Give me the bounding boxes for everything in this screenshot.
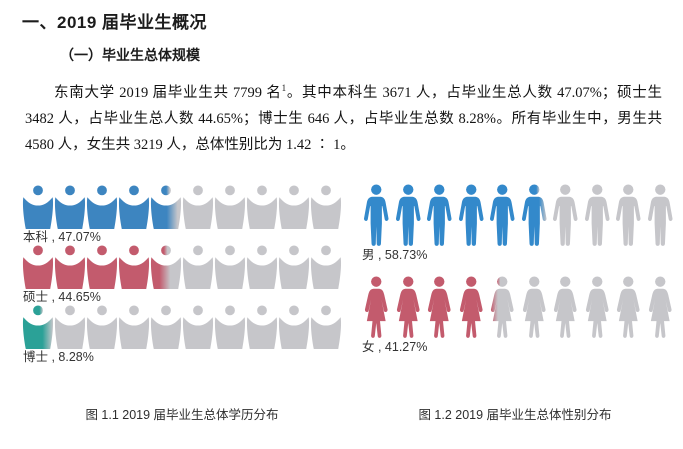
person-arms-out-icon (182, 245, 214, 289)
gender-pictograph-chart: 男 , 58.73% 女 , 41.27% 图 1.2 2019 届毕业生总体性别分… (361, 182, 675, 430)
female-person-icon (459, 276, 483, 338)
pictograph-row-硕士: 硕士 , 44.65% (22, 245, 361, 305)
person-arms-out-icon (54, 245, 86, 289)
person-arms-out-icon (246, 245, 278, 289)
person-arms-out-icon (86, 305, 118, 349)
person-arms-out-icon (310, 305, 342, 349)
row-label-女: 女 , 41.27% (362, 340, 428, 354)
icon-row (361, 184, 675, 247)
female-person-icon (585, 276, 609, 338)
male-person-icon (426, 184, 452, 246)
person-arms-out-icon (118, 185, 150, 229)
person-arms-out-icon (214, 185, 246, 229)
row-label-博士: 博士 , 8.28% (23, 350, 94, 364)
person-arms-out-icon (278, 185, 310, 229)
person-arms-out-icon (310, 245, 342, 289)
person-arms-out-icon (86, 245, 118, 289)
icon-row (22, 305, 361, 349)
row-label-硕士: 硕士 , 44.65% (23, 290, 101, 304)
male-person-icon (584, 184, 610, 246)
pictograph-row-男: 男 , 58.73% (361, 184, 675, 263)
person-arms-out-icon (246, 185, 278, 229)
person-arms-out-icon (150, 305, 182, 349)
person-arms-out-icon (86, 185, 118, 229)
icon-row (361, 276, 675, 339)
male-person-icon (521, 184, 547, 246)
person-arms-out-icon (150, 245, 182, 289)
female-person-icon (364, 276, 388, 338)
figure-1-2-caption: 图 1.2 2019 届毕业生总体性别分布 (418, 408, 612, 422)
pictograph-row-本科: 本科 , 47.07% (22, 185, 361, 245)
icon-row (22, 185, 361, 229)
female-person-icon (396, 276, 420, 338)
person-arms-out-icon (22, 185, 54, 229)
male-person-icon (552, 184, 578, 246)
row-label-本科: 本科 , 47.07% (23, 230, 101, 244)
charts-area: 本科 , 47.07% 硕士 , 44.65% 博士 , 8.28% 图 1.1 20… (22, 182, 675, 430)
male-person-icon (458, 184, 484, 246)
female-person-icon (522, 276, 546, 338)
person-arms-out-icon (54, 185, 86, 229)
person-arms-out-icon (22, 305, 54, 349)
page-title: 一、2019 届毕业生概况 (22, 13, 208, 32)
figure-1-1-caption: 图 1.1 2019 届毕业生总体学历分布 (85, 408, 279, 422)
person-arms-out-icon (22, 245, 54, 289)
pictograph-row-女: 女 , 41.27% (361, 276, 675, 355)
summary-paragraph: 东南大学 2019 届毕业生共 7799 名1。其中本科生 3671 人，占毕业… (25, 80, 662, 158)
summary-text-part1: 东南大学 2019 届毕业生共 7799 名 (54, 85, 282, 101)
male-person-icon (363, 184, 389, 246)
person-arms-out-icon (214, 245, 246, 289)
person-arms-out-icon (310, 185, 342, 229)
footnote-marker: 1 (281, 83, 287, 94)
male-person-icon (647, 184, 673, 246)
female-person-icon (616, 276, 640, 338)
female-person-icon (553, 276, 577, 338)
person-arms-out-icon (150, 185, 182, 229)
person-arms-out-icon (214, 305, 246, 349)
person-arms-out-icon (278, 305, 310, 349)
person-arms-out-icon (54, 305, 86, 349)
section-title: （一）毕业生总体规模 (60, 47, 200, 63)
female-person-icon (427, 276, 451, 338)
person-arms-out-icon (182, 305, 214, 349)
person-arms-out-icon (246, 305, 278, 349)
pictograph-row-博士: 博士 , 8.28% (22, 305, 361, 365)
female-person-icon (490, 276, 514, 338)
row-label-男: 男 , 58.73% (362, 248, 428, 262)
education-pictograph-chart: 本科 , 47.07% 硕士 , 44.65% 博士 , 8.28% 图 1.1 20… (22, 182, 361, 430)
male-person-icon (395, 184, 421, 246)
person-arms-out-icon (182, 185, 214, 229)
summary-text-part2: 。其中本科生 3671 人，占毕业生总人数 47.07%；硕士生 3482 人，… (25, 85, 663, 153)
icon-row (22, 245, 361, 289)
female-person-icon (648, 276, 672, 338)
person-arms-out-icon (118, 245, 150, 289)
person-arms-out-icon (278, 245, 310, 289)
male-person-icon (615, 184, 641, 246)
person-arms-out-icon (118, 305, 150, 349)
male-person-icon (489, 184, 515, 246)
